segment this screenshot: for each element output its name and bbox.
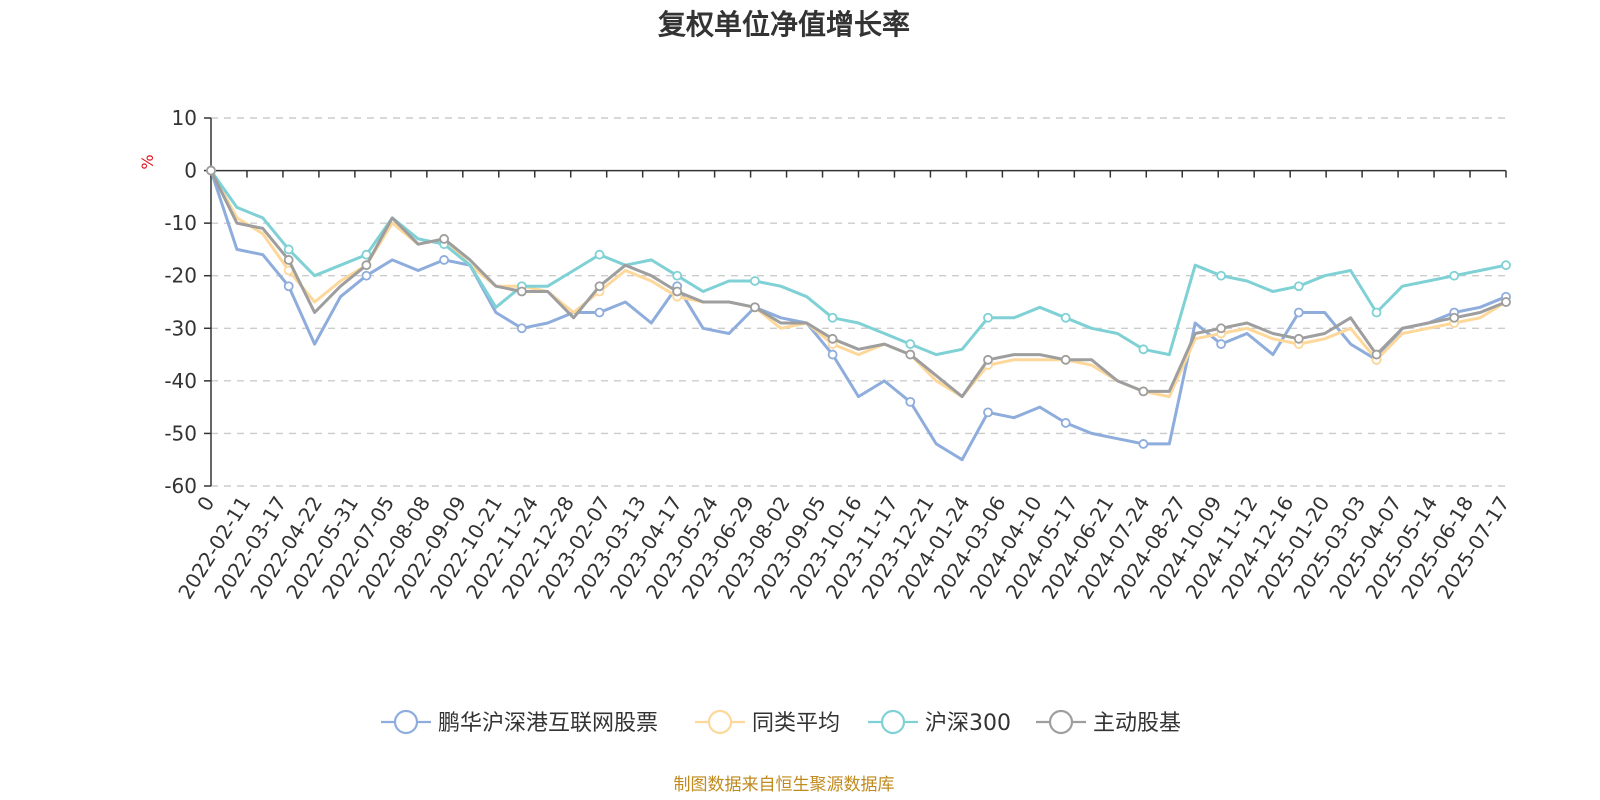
series-point-3 bbox=[905, 349, 916, 360]
y-tick-label: -40 bbox=[164, 369, 197, 393]
series-point-2 bbox=[750, 276, 760, 286]
series-point-3 bbox=[827, 333, 838, 344]
y-tick-label: -50 bbox=[164, 421, 197, 445]
series-point-3 bbox=[516, 286, 527, 297]
series-point-0 bbox=[361, 270, 372, 281]
legend[interactable]: 鹏华沪深港互联网股票 同类平均 沪深300 主动股基 bbox=[381, 709, 1181, 736]
series-point-3 bbox=[1216, 323, 1226, 334]
y-tick-label: -30 bbox=[164, 316, 197, 340]
series-point-2 bbox=[1138, 344, 1149, 355]
legend-item-0[interactable]: 鹏华沪深港互联网股票 bbox=[381, 709, 658, 736]
legend-circle-icon bbox=[393, 709, 419, 735]
y-tick-label: -20 bbox=[164, 264, 197, 288]
series-point-2 bbox=[672, 270, 683, 281]
series-point-3 bbox=[1501, 297, 1511, 307]
series-point-0 bbox=[1293, 307, 1304, 318]
series-point-2 bbox=[1060, 312, 1071, 323]
chart-title: 复权单位净值增长率 bbox=[658, 8, 910, 41]
x-tick-labels: 02022-02-112022-03-172022-04-222022-05-3… bbox=[173, 492, 1514, 603]
series-point-3 bbox=[594, 281, 605, 292]
series-point-3 bbox=[439, 234, 450, 244]
legend-label: 主动股基 bbox=[1093, 711, 1181, 736]
series-point-2 bbox=[594, 249, 605, 260]
series-point-3 bbox=[206, 165, 216, 176]
legend-circle-icon bbox=[880, 709, 906, 735]
axes bbox=[204, 117, 1507, 487]
series-point-0 bbox=[905, 396, 916, 407]
series-point-2 bbox=[283, 244, 294, 255]
series-point-0 bbox=[516, 323, 527, 334]
y-tick-label: 10 bbox=[172, 106, 197, 130]
legend-label: 同类平均 bbox=[752, 711, 840, 736]
legend-circle-icon bbox=[707, 709, 733, 735]
series-point-2 bbox=[361, 249, 372, 260]
y-axis-unit: % bbox=[138, 154, 157, 169]
series-point-3 bbox=[1371, 349, 1382, 360]
series-point-3 bbox=[1449, 312, 1460, 323]
source-note: 制图数据来自恒生聚源数据库 bbox=[674, 775, 895, 795]
series-point-3 bbox=[361, 260, 372, 271]
series-line-3 bbox=[209, 169, 1507, 399]
series-point-2 bbox=[983, 312, 993, 323]
legend-circle-icon bbox=[1048, 709, 1074, 735]
series-point-3 bbox=[672, 286, 683, 297]
series-point-3 bbox=[983, 354, 993, 365]
series-point-0 bbox=[983, 407, 993, 418]
series-lines bbox=[206, 165, 1511, 462]
series-point-2 bbox=[1449, 270, 1460, 281]
legend-item-2[interactable]: 沪深300 bbox=[868, 709, 1011, 736]
series-point-2 bbox=[1216, 270, 1226, 281]
series-point-0 bbox=[594, 307, 605, 318]
y-tick-labels: 10 0 -10 -20 -30 -40 -50 -60 bbox=[164, 106, 197, 498]
y-tick-label: -60 bbox=[164, 474, 197, 498]
legend-item-1[interactable]: 同类平均 bbox=[695, 709, 840, 736]
series-point-0 bbox=[439, 255, 450, 265]
series-point-0 bbox=[827, 349, 838, 360]
series-point-2 bbox=[905, 339, 916, 349]
series-point-0 bbox=[283, 281, 294, 292]
series-point-2 bbox=[1293, 281, 1304, 292]
series-line-0 bbox=[209, 170, 1507, 462]
legend-label: 鹏华沪深港互联网股票 bbox=[438, 711, 658, 736]
y-tick-label: -10 bbox=[164, 211, 197, 235]
series-point-3 bbox=[283, 255, 294, 265]
series-point-3 bbox=[750, 302, 760, 313]
series-point-3 bbox=[1293, 333, 1304, 344]
series-line-2 bbox=[209, 169, 1507, 357]
series-point-2 bbox=[827, 312, 838, 323]
series-point-2 bbox=[1371, 307, 1382, 318]
series-point-0 bbox=[1060, 418, 1071, 428]
series-point-2 bbox=[1501, 260, 1511, 271]
legend-item-3[interactable]: 主动股基 bbox=[1036, 709, 1181, 736]
y-tick-label: 0 bbox=[184, 159, 197, 183]
series-point-3 bbox=[1060, 354, 1071, 365]
series-point-0 bbox=[1216, 339, 1226, 349]
series-point-3 bbox=[1138, 386, 1149, 397]
series-line-1 bbox=[209, 169, 1507, 399]
legend-label: 沪深300 bbox=[925, 711, 1011, 736]
series-point-0 bbox=[1138, 439, 1149, 449]
x-tick-label: 0 bbox=[192, 492, 219, 516]
